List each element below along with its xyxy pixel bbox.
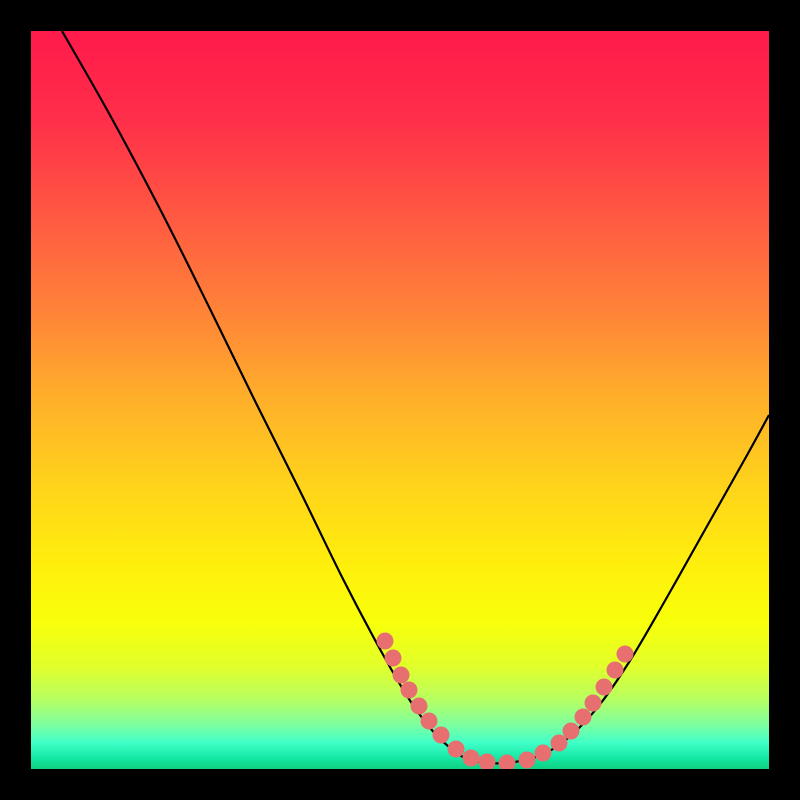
bottleneck-curve bbox=[62, 31, 769, 763]
marker-dot bbox=[421, 713, 438, 730]
marker-dot bbox=[401, 682, 418, 699]
marker-dot bbox=[463, 750, 480, 767]
marker-dot bbox=[519, 752, 536, 769]
marker-dot bbox=[563, 723, 580, 740]
marker-dot bbox=[393, 667, 410, 684]
marker-dot bbox=[607, 662, 624, 679]
marker-dot bbox=[448, 741, 465, 758]
marker-dot bbox=[535, 745, 552, 762]
marker-dot bbox=[433, 727, 450, 744]
marker-dot bbox=[499, 755, 516, 772]
marker-dot bbox=[411, 698, 428, 715]
marker-dot bbox=[617, 646, 634, 663]
marker-dot bbox=[479, 754, 496, 771]
marker-dot bbox=[377, 633, 394, 650]
curve-layer bbox=[0, 0, 800, 800]
marker-dot bbox=[385, 650, 402, 667]
marker-dot bbox=[575, 709, 592, 726]
marker-dot bbox=[596, 679, 613, 696]
marker-dot bbox=[551, 735, 568, 752]
marker-dot bbox=[585, 695, 602, 712]
